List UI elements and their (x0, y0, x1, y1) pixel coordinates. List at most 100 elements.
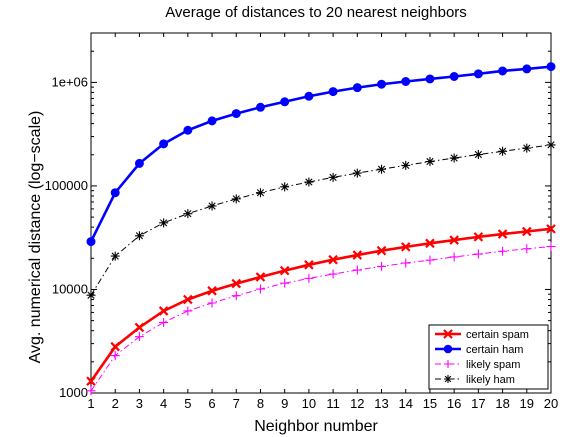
data-point (158, 306, 169, 316)
data-point (498, 246, 508, 256)
data-point (86, 290, 96, 300)
data-point (473, 249, 483, 259)
legend-item: likely ham (435, 374, 515, 386)
data-point (401, 258, 411, 268)
data-point (280, 97, 290, 107)
data-point (352, 168, 362, 178)
data-point (134, 231, 144, 241)
chart-title: Average of distances to 20 nearest neigh… (165, 4, 467, 21)
x-tick-label: 16 (447, 396, 461, 411)
x-tick-label: 2 (112, 396, 119, 411)
data-point (207, 298, 217, 308)
x-tick-label: 11 (326, 396, 340, 411)
legend-item: certain spam (435, 329, 529, 341)
x-tick-label: 14 (399, 396, 413, 411)
x-tick-label: 5 (184, 396, 191, 411)
data-point (425, 238, 435, 249)
data-point (546, 62, 556, 72)
data-point (400, 242, 411, 252)
data-point (401, 77, 411, 86)
x-axis-label: Neighbor number (254, 418, 378, 435)
x-tick-label: 4 (160, 396, 167, 411)
data-point (134, 332, 144, 342)
data-point (522, 226, 532, 237)
series-likely-ham (86, 140, 556, 300)
plot-area-frame (90, 32, 552, 394)
data-point (183, 209, 193, 219)
data-point (401, 160, 411, 170)
x-tick-label: 6 (208, 396, 215, 411)
legend-label: likely ham (466, 374, 515, 386)
x-tick-label: 19 (520, 396, 534, 411)
data-point (522, 143, 532, 153)
data-point (449, 252, 459, 262)
data-point (377, 261, 387, 271)
data-point (352, 83, 362, 93)
data-point (110, 251, 120, 261)
x-tick-label: 10 (302, 396, 316, 411)
x-tick-label: 17 (471, 396, 485, 411)
x-tick-label: 12 (350, 396, 364, 411)
x-tick-label: 7 (233, 396, 240, 411)
data-point (255, 284, 265, 294)
data-point (497, 229, 508, 239)
data-point (328, 172, 338, 182)
series-line (90, 144, 552, 296)
data-point (255, 272, 266, 282)
data-point (231, 109, 241, 119)
series-certain-spam (86, 224, 556, 386)
x-tick-label: 1 (87, 396, 94, 411)
data-point (546, 242, 556, 252)
axes-layer: 1 2 3 4 5 6 7 8 9 10 11 12 13 14 15 16 17 18 19 20100010000… (45, 32, 558, 411)
x-tick-label: 3 (136, 396, 143, 411)
data-point (183, 294, 193, 305)
data-point (304, 91, 314, 101)
data-point (255, 102, 265, 112)
legend-item: certain ham (435, 344, 523, 356)
legend-marker (443, 344, 453, 354)
data-point (473, 232, 484, 242)
data-point (546, 224, 556, 234)
data-point (377, 79, 387, 89)
x-tick-label: 13 (374, 396, 388, 411)
data-point (425, 255, 435, 265)
legend-label: likely spam (466, 359, 520, 371)
y-tick-label: 1000 (59, 385, 88, 400)
data-point (183, 125, 193, 135)
data-point (231, 278, 242, 289)
x-tick-label: 9 (281, 396, 288, 411)
data-point (304, 260, 314, 270)
data-point (449, 72, 459, 81)
data-point (183, 306, 193, 316)
data-point (279, 265, 290, 276)
data-point (134, 158, 144, 168)
legend-label: certain spam (466, 329, 529, 341)
data-point (352, 265, 362, 275)
data-point (110, 341, 120, 352)
data-point (231, 194, 241, 204)
legend-marker (444, 375, 452, 383)
data-point (546, 140, 556, 150)
data-point (231, 291, 241, 301)
series-line (89, 227, 552, 382)
data-point (86, 386, 96, 396)
x-tick-label: 15 (423, 396, 437, 411)
data-point (425, 74, 435, 84)
legend-marker (444, 360, 452, 368)
data-point (207, 116, 217, 126)
data-point (328, 269, 338, 279)
data-point (376, 245, 387, 256)
data-point (304, 177, 314, 187)
data-point (473, 69, 483, 79)
data-point (498, 66, 508, 76)
data-point (110, 188, 120, 198)
data-point (522, 64, 532, 74)
x-tick-label: 20 (544, 396, 558, 411)
y-tick-label: 10000 (52, 281, 88, 296)
data-point (207, 286, 217, 296)
data-point (328, 87, 338, 97)
data-point (159, 218, 169, 228)
x-tick-label: 8 (257, 396, 264, 411)
data-point (110, 351, 120, 361)
